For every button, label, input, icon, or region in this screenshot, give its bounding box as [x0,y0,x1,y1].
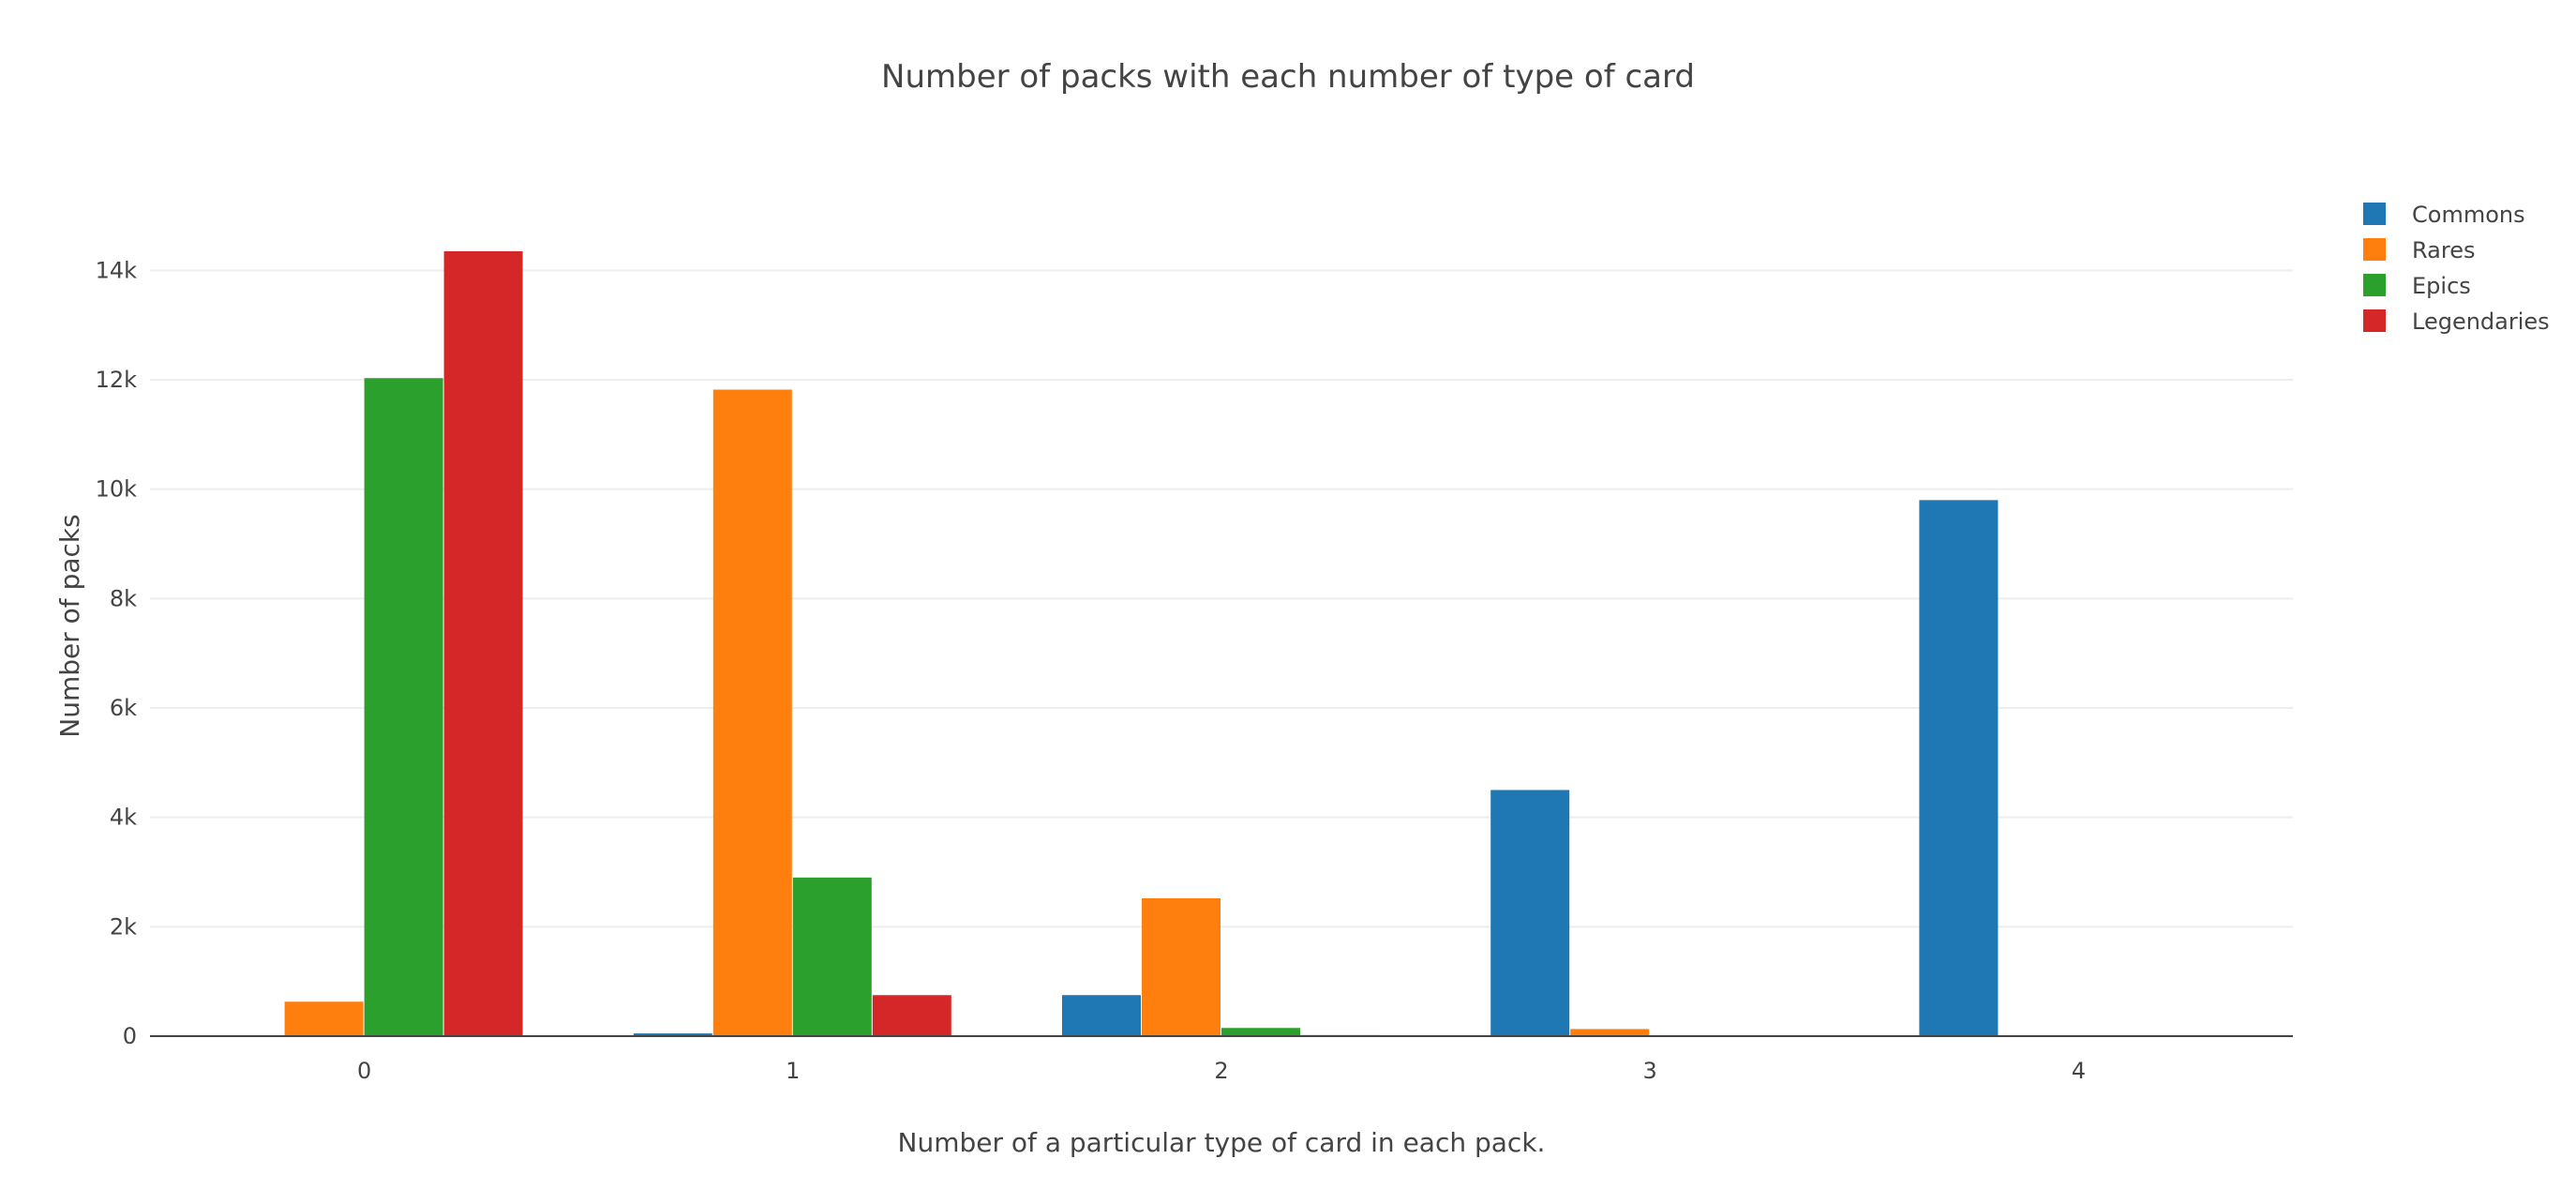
x-tick-label: 3 [1643,1058,1657,1084]
legend-item-legendaries[interactable]: Legendaries [2363,309,2550,335]
legend-swatch [2363,274,2386,296]
bar-rares-3 [1570,1029,1650,1036]
legend-swatch [2363,238,2386,261]
chart-title: Number of packs with each number of type… [881,58,1695,96]
legend-swatch [2363,309,2386,332]
legend-label: Epics [2412,273,2471,299]
legend-item-epics[interactable]: Epics [2363,273,2471,299]
y-tick-label: 0 [123,1023,137,1049]
bar-commons-1 [633,1033,712,1036]
bar-epics-0 [364,378,443,1036]
x-axis-ticks: 0 1 2 3 4 [357,1058,2086,1084]
bar-legendaries-1 [872,995,951,1036]
y-tick-label: 14k [96,257,138,283]
legend-label: Legendaries [2412,309,2550,335]
bar-rares-0 [284,1001,364,1036]
y-axis-title: Number of packs [54,514,85,737]
legend: Commons Rares Epics Legendaries [2363,202,2550,335]
legend-swatch [2363,203,2386,225]
y-tick-label: 8k [110,585,137,611]
bar-commons-2 [1062,995,1141,1036]
x-tick-label: 4 [2072,1058,2086,1084]
x-axis-title: Number of a particular type of card in e… [898,1127,1546,1158]
bar-commons-3 [1490,790,1570,1036]
bar-rares-1 [712,389,792,1036]
y-tick-label: 12k [96,367,138,393]
x-tick-label: 2 [1214,1058,1228,1084]
y-tick-label: 6k [110,695,137,721]
x-tick-label: 1 [786,1058,800,1084]
y-tick-label: 10k [96,476,138,503]
legend-item-commons[interactable]: Commons [2363,202,2525,228]
bars [284,250,2158,1037]
bar-epics-1 [792,877,872,1036]
bar-rares-2 [1142,898,1221,1036]
y-axis-ticks: 0 2k 4k 6k 8k 10k 12k 14k [96,257,138,1049]
legend-item-rares[interactable]: Rares [2363,237,2475,263]
bar-commons-4 [1919,500,1999,1036]
legend-label: Rares [2412,237,2475,263]
x-tick-label: 0 [357,1058,371,1084]
y-tick-label: 4k [110,805,137,831]
bar-legendaries-0 [443,250,523,1037]
bar-epics-2 [1221,1028,1300,1036]
legend-label: Commons [2412,202,2525,228]
y-tick-label: 2k [110,913,137,940]
